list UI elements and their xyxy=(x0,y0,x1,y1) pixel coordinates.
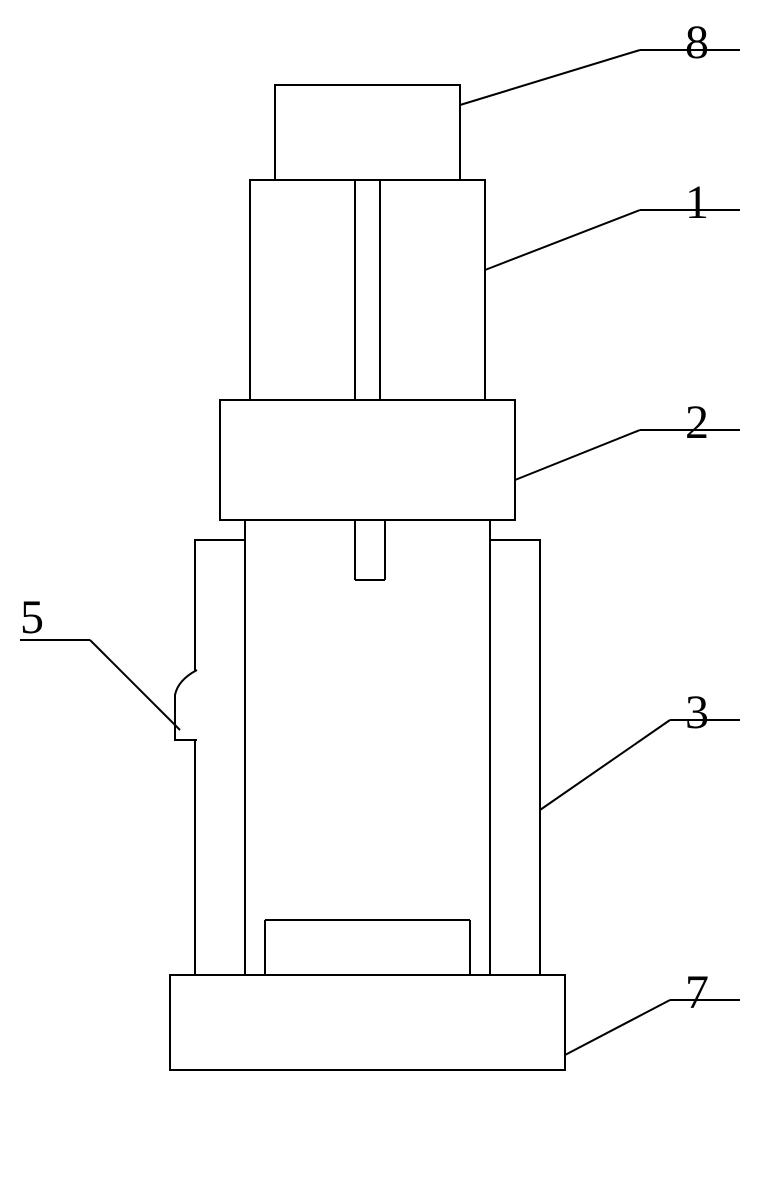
technical-diagram: 8 1 2 3 5 7 xyxy=(0,0,766,1174)
label-3: 3 xyxy=(685,685,709,740)
label-7: 7 xyxy=(685,965,709,1020)
label-8: 8 xyxy=(685,15,709,70)
label-2: 2 xyxy=(685,395,709,450)
label-1: 1 xyxy=(685,175,709,230)
diagram-svg xyxy=(0,0,766,1174)
label-5: 5 xyxy=(20,590,44,645)
